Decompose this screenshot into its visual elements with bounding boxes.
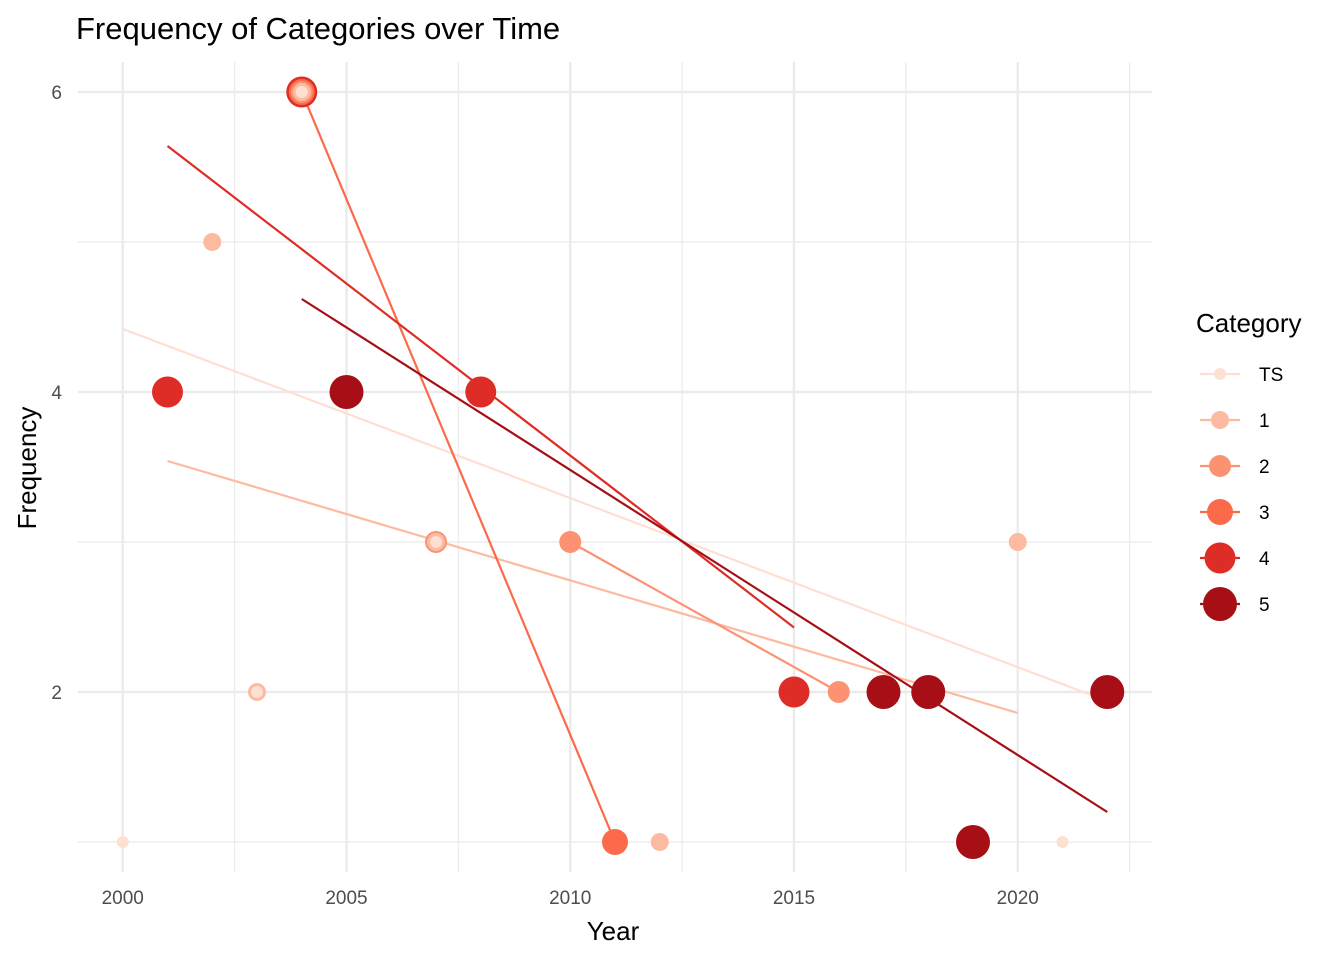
y-tick-label: 4 [51,383,62,404]
point-1 [1008,533,1027,551]
legend-key-point [1204,542,1236,574]
legend-key-point [1203,587,1237,621]
trend-line-1 [167,459,1019,715]
point-5 [866,675,901,709]
y-tick-label: 2 [51,683,62,704]
point-5 [911,675,946,709]
trend-lines [122,91,1108,843]
legend-key-point [1211,411,1229,429]
point-5 [1090,675,1125,709]
chart-title: Frequency of Categories over Time [76,11,560,46]
legend-label-1: 1 [1259,411,1270,432]
point-5 [329,375,364,409]
trend-line-5 [301,298,1108,813]
x-tick-label: 2005 [325,888,367,909]
x-axis-ticks: 2000 2005 2010 2015 2020 [102,888,1039,909]
point-TS [1056,836,1069,848]
point-2 [559,531,582,553]
x-tick-label: 2015 [773,888,815,909]
x-axis-title: Year [587,916,640,946]
data-points [116,76,1125,859]
point-TS [295,86,308,98]
legend-label-TS: TS [1259,365,1283,386]
grid [78,62,1152,872]
trend-line-2 [569,541,840,693]
x-tick-label: 2020 [997,888,1039,909]
legend-label-4: 4 [1259,549,1270,570]
legend-label-3: 3 [1259,503,1270,524]
legend-title: Category [1196,308,1302,338]
legend: Category TS 1 2 3 4 5 [1196,308,1302,621]
x-tick-label: 2000 [102,888,144,909]
legend-label-5: 5 [1259,595,1270,616]
point-3 [602,829,628,855]
legend-key-point [1207,499,1233,525]
point-2 [827,681,850,703]
y-tick-label: 6 [51,83,62,104]
legend-label-2: 2 [1259,457,1270,478]
point-4 [465,376,497,408]
point-5 [956,825,990,859]
legend-key-point [1209,455,1231,477]
point-TS [430,536,442,548]
point-4 [152,376,183,408]
point-1 [203,233,222,251]
x-tick-label: 2010 [549,888,591,909]
trend-line-3 [300,91,617,843]
point-TS [251,686,263,698]
y-axis-title: Frequency [12,407,42,530]
point-4 [778,676,810,708]
trend-line-TS [122,327,1108,703]
point-1 [650,833,669,851]
point-TS [116,836,129,848]
y-axis-ticks: 2 4 6 [51,83,62,704]
legend-key-point [1214,368,1226,380]
